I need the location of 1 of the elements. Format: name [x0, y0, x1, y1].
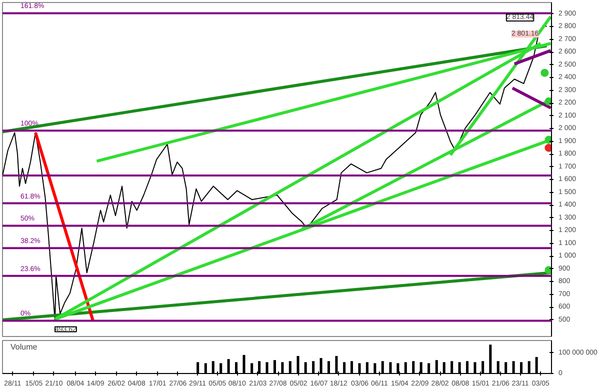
chart-title: Volume: [10, 342, 38, 352]
